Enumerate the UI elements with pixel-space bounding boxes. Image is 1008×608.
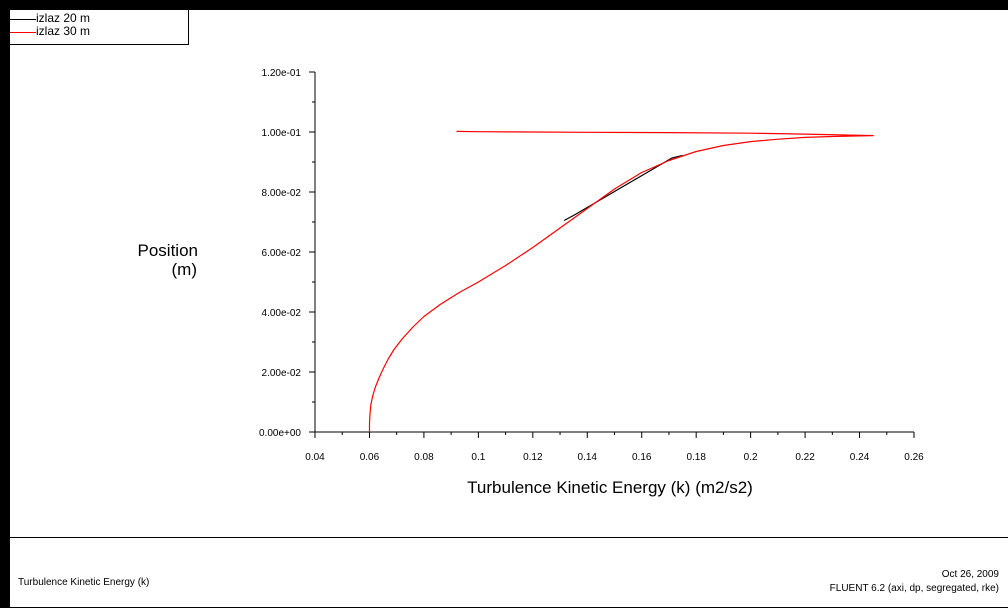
x-tick-label: 0.26 — [904, 452, 924, 463]
axes — [314, 72, 914, 433]
x-tick-label: 0.2 — [744, 452, 758, 463]
x-tick-label: 0.16 — [632, 452, 652, 463]
legend-swatch-red — [10, 32, 36, 33]
x-tick-label: 0.14 — [578, 452, 598, 463]
footer-plot-name: Turbulence Kinetic Energy (k) — [18, 577, 150, 588]
legend-entry-izlaz-30: izlaz 30 m — [10, 24, 188, 39]
legend-swatch-black — [10, 19, 36, 20]
y-axis-title-line-1: Position — [138, 241, 198, 260]
footer-solver-info: FLUENT 6.2 (axi, dp, segregated, rke) — [829, 583, 999, 594]
y-axis-title-line-2: (m) — [172, 260, 197, 279]
info-footer: Turbulence Kinetic Energy (k) Oct 26, 20… — [10, 537, 1008, 607]
turbulence-kinetic-energy-chart: 0.04 0.06 0.08 0.1 0.12 0.14 0.16 0.18 0.2 0.22 0.… — [138, 68, 925, 497]
y-tick-label: 0.00e+00 — [259, 428, 301, 439]
y-tick-label: 6.00e-02 — [262, 248, 302, 259]
axis-ticks — [309, 71, 915, 438]
tick-labels: 0.04 0.06 0.08 0.1 0.12 0.14 0.16 0.18 0.2 0.22 0.… — [259, 68, 924, 463]
x-tick-label: 0.12 — [523, 452, 543, 463]
x-tick-label: 0.18 — [686, 452, 706, 463]
series-lines — [368, 130, 874, 432]
x-tick-label: 0.04 — [305, 452, 325, 463]
y-tick-label: 1.00e-01 — [262, 128, 302, 139]
y-tick-label: 8.00e-02 — [262, 188, 302, 199]
series-line-izlaz-30m — [368, 130, 874, 432]
x-tick-label: 0.24 — [850, 452, 870, 463]
legend-label: izlaz 30 m — [36, 24, 91, 38]
footer-date: Oct 26, 2009 — [941, 569, 999, 580]
x-tick-label: 0.08 — [414, 452, 434, 463]
x-tick-label: 0.06 — [360, 452, 380, 463]
legend-entry-izlaz-20: izlaz 20 m — [10, 11, 188, 26]
x-tick-label: 0.22 — [795, 452, 815, 463]
legend-label: izlaz 20 m — [36, 11, 91, 25]
y-tick-label: 2.00e-02 — [262, 368, 302, 379]
y-tick-label: 4.00e-02 — [262, 308, 302, 319]
series-line-izlaz-20m — [563, 154, 683, 222]
x-axis-title: Turbulence Kinetic Energy (k) (m2/s2) — [467, 478, 753, 497]
legend: izlaz 20 m izlaz 30 m — [10, 10, 189, 45]
x-tick-label: 0.1 — [471, 452, 485, 463]
plot-window: 0.04 0.06 0.08 0.1 0.12 0.14 0.16 0.18 0.2 0.22 0.… — [10, 10, 1008, 607]
y-tick-label: 1.20e-01 — [262, 68, 302, 79]
